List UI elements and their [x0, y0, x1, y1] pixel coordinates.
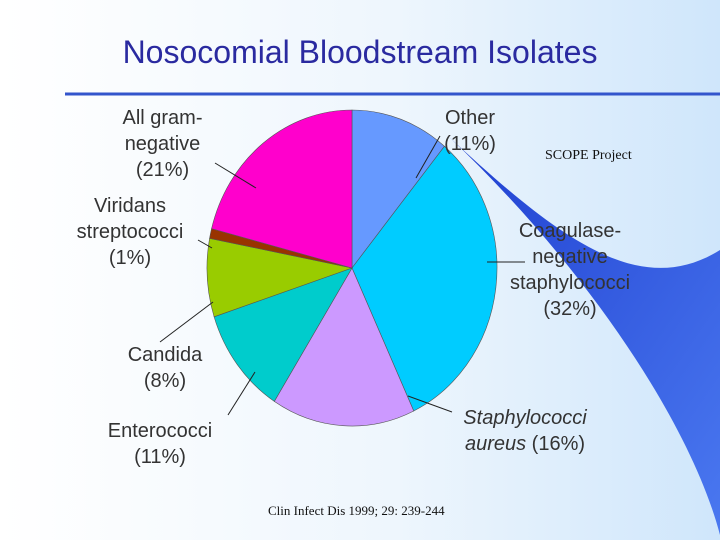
value-label: (21%) — [135, 159, 190, 181]
category-label: Staphylococci aureus — [463, 407, 587, 455]
leader-line — [159, 301, 214, 343]
pie-slice — [211, 109, 353, 269]
pie-slice — [351, 109, 445, 269]
value-label: (32%) — [543, 298, 597, 320]
category-label: Other — [444, 107, 496, 129]
category-label: Enterococci — [107, 420, 213, 442]
slice-label: Enterococci (11%) — [85, 418, 235, 470]
slice-label: Viridans streptococci (1%) — [65, 193, 195, 271]
category-label: Coagulase-negative staphylococci — [509, 220, 631, 294]
leader-lines — [159, 135, 525, 416]
leader-line — [415, 135, 441, 179]
leader-line — [197, 239, 213, 249]
pie-slice — [351, 145, 498, 412]
value-label: (16%) — [531, 433, 586, 455]
slice-label: Staphylococci aureus (16%) — [440, 405, 610, 457]
leader-line — [227, 371, 256, 416]
leader-line — [214, 162, 257, 189]
swoosh — [448, 136, 720, 535]
source: Clin Infect Dis 1999; 29: 239-244 — [268, 503, 445, 518]
value-label: (11%) — [444, 133, 496, 155]
category-label: All gram-negative — [122, 107, 203, 155]
slice-label: All gram-negative (21%) — [105, 105, 220, 183]
value-label: (8%) — [143, 370, 187, 392]
category-label: Candida — [127, 344, 203, 366]
chart-title: Nosocomial Bloodstream Isolates — [122, 34, 598, 70]
slice-label: Other (11%) — [430, 105, 510, 157]
leader-line — [407, 395, 453, 413]
slice-label: Coagulase-negative staphylococci (32%) — [505, 218, 635, 322]
category-label: Viridans streptococci — [76, 195, 184, 243]
pie-slice — [273, 267, 415, 427]
value-label: (1%) — [108, 247, 152, 269]
value-label: (11%) — [134, 446, 186, 468]
subtitle: SCOPE Project — [545, 148, 632, 163]
pie — [206, 109, 498, 427]
slice-label: Candida (8%) — [110, 342, 220, 394]
pie-slice — [213, 267, 353, 402]
